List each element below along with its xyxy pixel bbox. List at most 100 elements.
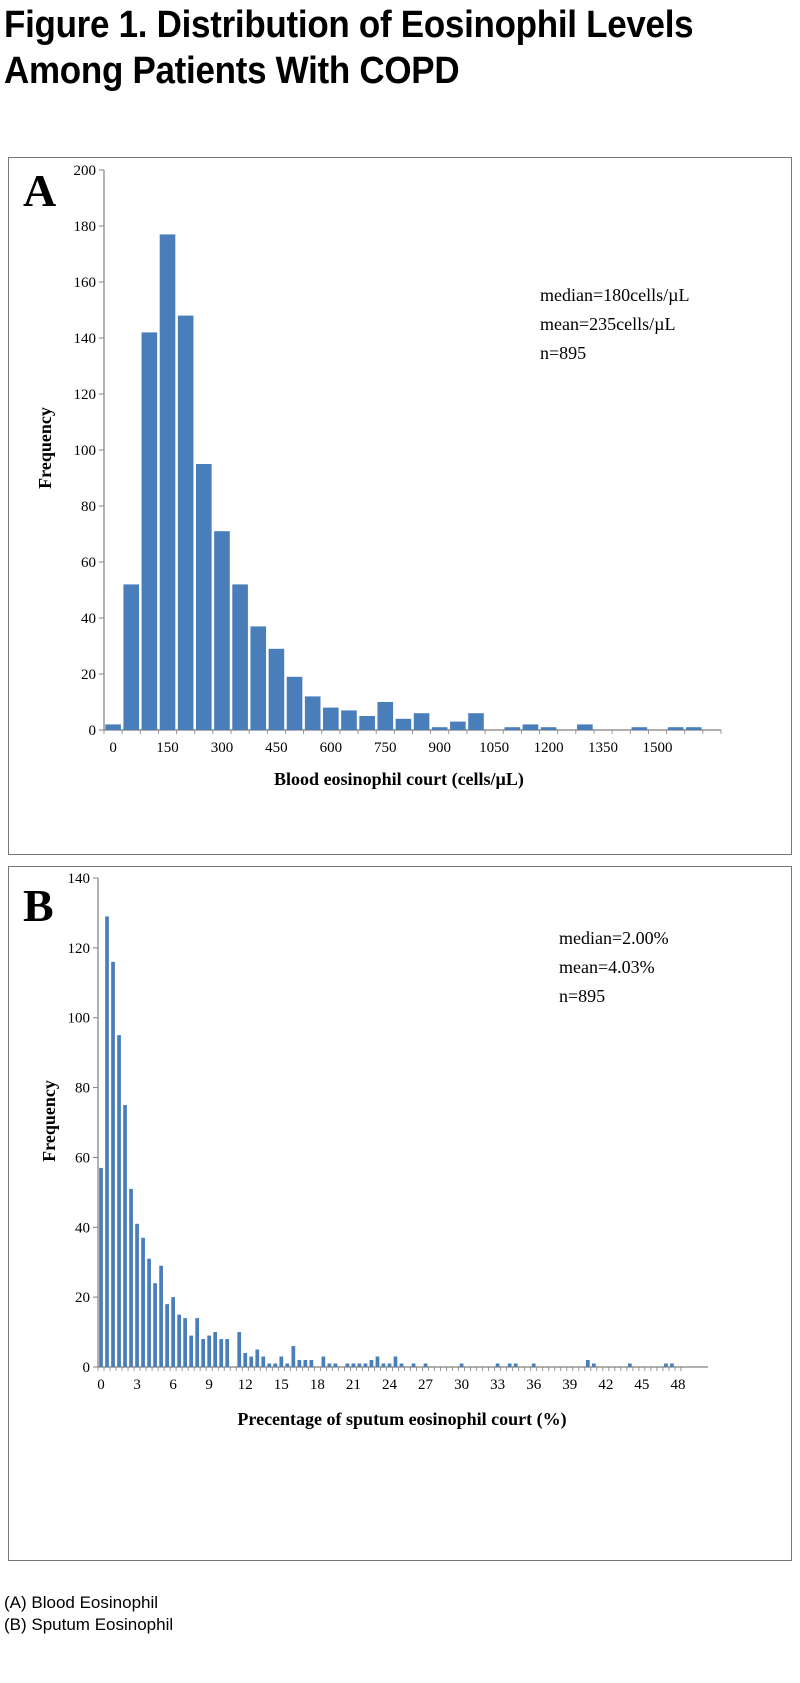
chart-b-bar (351, 1363, 356, 1367)
chart-a-x-axis-label: Blood eosinophil court (cells/µL) (274, 769, 524, 790)
chart-a-bar (468, 713, 484, 730)
figure-title: Figure 1. Distribution of Eosinophil Lev… (4, 2, 731, 94)
chart-b-bar (411, 1363, 416, 1367)
chart-b-x-tick-label: 27 (418, 1377, 434, 1393)
chart-b-bar (183, 1318, 188, 1367)
chart-b-bar (135, 1223, 139, 1367)
chart-a-y-axis-label: Frequency (35, 407, 55, 489)
chart-b-bar (381, 1363, 386, 1367)
chart-b-x-tick-label: 6 (169, 1377, 177, 1393)
chart-b-bar (189, 1335, 194, 1367)
chart-b-y-tick-label: 20 (75, 1290, 90, 1306)
chart-a-bar (250, 626, 267, 730)
chart-a-bar (631, 727, 648, 730)
chart-b-x-tick-label: 18 (310, 1377, 325, 1393)
chart-b-bar (507, 1363, 512, 1367)
chart-b-bar (213, 1332, 218, 1367)
chart-b-bar (531, 1363, 536, 1367)
chart-b-bar (585, 1360, 590, 1367)
chart-b-y-tick-label: 140 (68, 871, 91, 887)
chart-b-x-tick-label: 45 (634, 1377, 649, 1393)
chart-b-bar (333, 1363, 338, 1367)
chart-b-y-axis-label: Frequency (39, 1080, 59, 1162)
chart-b-x-tick-label: 42 (598, 1377, 613, 1393)
chart-a-y-tick-label: 0 (89, 723, 97, 739)
chart-b-x-axis-label: Precentage of sputum eosinophil court (%… (237, 1409, 566, 1430)
chart-a-annotation: mean=235cells/µL (540, 314, 675, 334)
chart-b-bar (321, 1356, 326, 1367)
chart-a-y-tick-label: 100 (74, 443, 97, 459)
chart-b-annotation: median=2.00% (559, 928, 669, 948)
chart-b-annotation: n=895 (559, 986, 605, 1006)
chart-b-panel-label: B (23, 880, 54, 931)
chart-b-bar (399, 1363, 404, 1367)
chart-a-bar (504, 727, 521, 730)
chart-b-bar (207, 1335, 212, 1367)
chart-a-bar (413, 713, 430, 730)
chart-b-x-tick-label: 30 (454, 1377, 469, 1393)
chart-b-x-tick-label: 15 (274, 1377, 289, 1393)
chart-b-bar (375, 1356, 380, 1367)
chart-b-bar (670, 1363, 674, 1367)
chart-b-bar (225, 1339, 230, 1367)
figure-captions: (A) Blood Eosinophil (B) Sputum Eosinoph… (4, 1592, 173, 1636)
chart-b-y-tick-label: 120 (68, 941, 91, 957)
chart-a-bar (323, 707, 339, 730)
chart-a-y-tick-label: 160 (74, 275, 97, 291)
chart-b-y-tick-label: 100 (68, 1011, 91, 1027)
chart-b-bar (111, 961, 115, 1367)
chart-b-bar (99, 1167, 103, 1367)
chart-b-bar (279, 1356, 284, 1367)
chart-a-bar (377, 702, 394, 730)
chart-b-bar (303, 1360, 308, 1367)
chart-a-bar (141, 332, 158, 730)
chart-b-y-tick-label: 80 (75, 1081, 90, 1097)
chart-a-x-tick-label: 600 (320, 740, 343, 756)
chart-b-x-tick-label: 21 (346, 1377, 361, 1393)
chart-b-bar (195, 1318, 200, 1367)
chart-b-bar (309, 1360, 314, 1367)
chart-b-x-tick-label: 48 (670, 1377, 685, 1393)
chart-b-bar (141, 1237, 145, 1367)
chart-b-bar (267, 1363, 272, 1367)
chart-b-bar (363, 1363, 368, 1367)
chart-a-bar (304, 696, 321, 730)
chart-a-y-tick-label: 60 (81, 555, 96, 571)
chart-b-bar (423, 1363, 428, 1367)
chart-b-bar (393, 1356, 398, 1367)
chart-a-annotation: median=180cells/µL (540, 285, 689, 305)
chart-b-bar (177, 1314, 181, 1367)
chart-a-x-tick-label: 750 (374, 740, 397, 756)
chart-b-bar (495, 1363, 500, 1367)
chart-b-bar (165, 1304, 169, 1367)
chart-b-x-tick-label: 3 (133, 1377, 141, 1393)
chart-b-x-tick-label: 39 (562, 1377, 577, 1393)
figure-title-line-1: Figure 1. Distribution of Eosinophil Lev… (4, 4, 694, 46)
chart-b-bar (249, 1356, 254, 1367)
chart-b-bar (153, 1283, 157, 1367)
chart-a-x-tick-label: 0 (109, 740, 117, 756)
chart-b-x-tick-label: 24 (382, 1377, 398, 1393)
chart-a-bar (123, 584, 140, 730)
chart-a-bar (177, 315, 194, 730)
chart-a-bar (359, 716, 375, 730)
chart-a-x-tick-label: 150 (156, 740, 179, 756)
chart-a-y-tick-label: 20 (81, 667, 96, 683)
chart-b-bar (171, 1297, 175, 1367)
chart-b-bar (459, 1363, 464, 1367)
chart-b-bar (628, 1363, 632, 1367)
chart-a-bar (540, 727, 557, 730)
chart-b-x-tick-label: 33 (490, 1377, 505, 1393)
chart-b-bar (291, 1346, 296, 1367)
chart-a-bar (268, 648, 285, 730)
chart-a-bar (667, 727, 684, 730)
chart-b-x-tick-label: 36 (526, 1377, 542, 1393)
chart-a-bar (286, 676, 303, 730)
chart-a-y-tick-label: 180 (74, 219, 97, 235)
chart-a-bar (232, 584, 248, 730)
chart-b-bar (345, 1363, 350, 1367)
figure-title-line-2: Among Patients With COPD (4, 50, 460, 92)
chart-b-y-tick-label: 60 (75, 1150, 90, 1166)
chart-a-y-tick-label: 40 (81, 611, 96, 627)
